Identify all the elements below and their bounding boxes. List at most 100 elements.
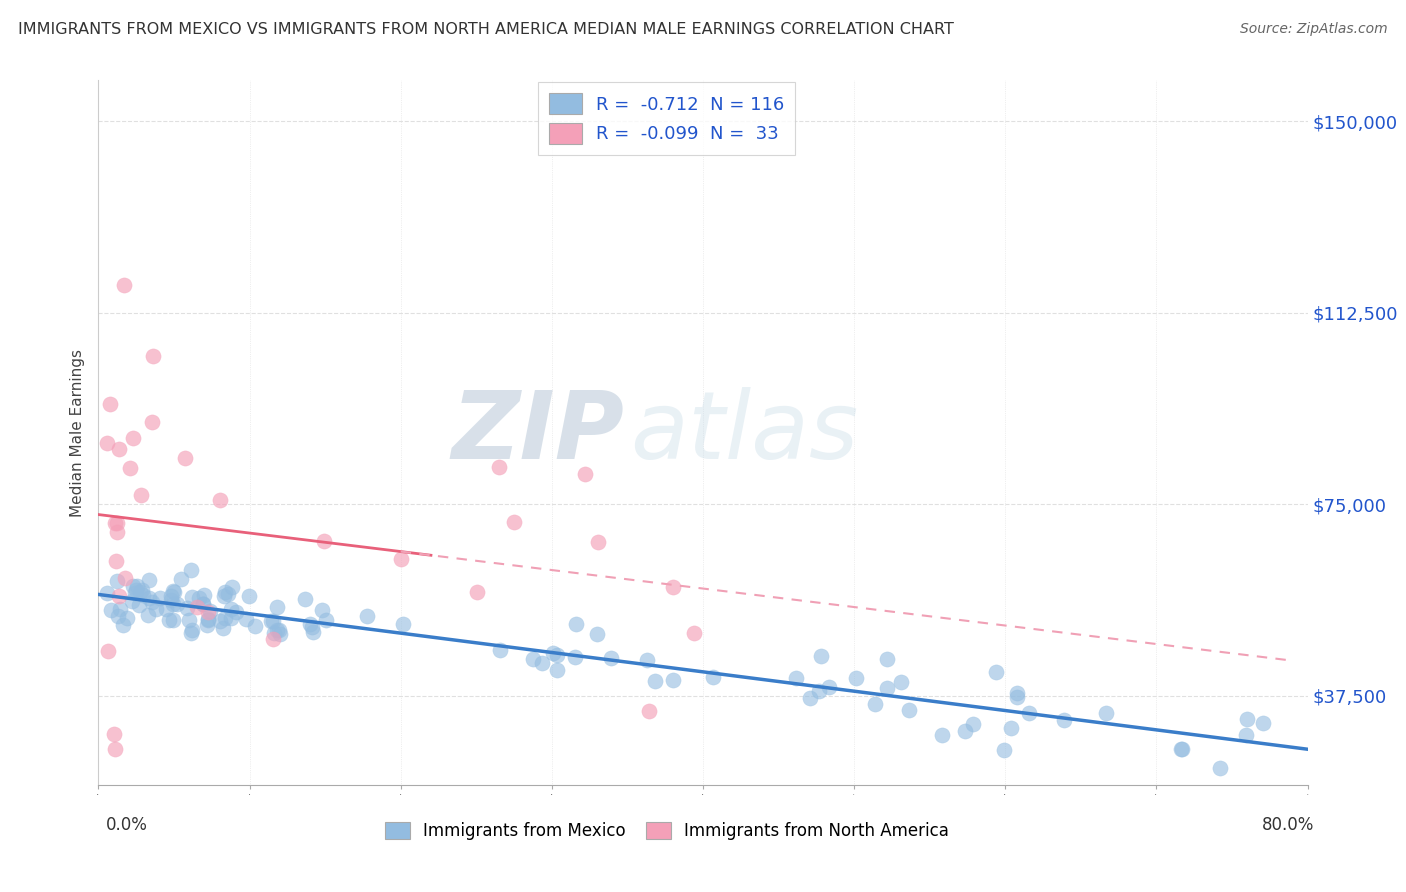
Point (105, 554, 128, 568)
Point (105, 574, 128, 588)
Point (1000, 721, 1022, 735)
Point (132, 588, 155, 602)
Point (155, 601, 177, 615)
Point (124, 586, 146, 600)
Point (301, 620, 323, 634)
Point (181, 590, 204, 604)
Point (131, 583, 153, 598)
Point (810, 648, 832, 663)
Point (1171, 741, 1194, 756)
Point (962, 717, 984, 731)
Point (166, 598, 188, 612)
Point (121, 579, 143, 593)
Point (160, 589, 183, 603)
Point (502, 515, 524, 529)
Point (142, 349, 165, 363)
Point (546, 648, 568, 662)
Point (149, 591, 172, 606)
Point (115, 610, 138, 624)
Point (180, 626, 202, 640)
Point (267, 623, 290, 637)
Point (235, 612, 257, 626)
Point (138, 591, 160, 606)
Text: atlas: atlas (630, 387, 859, 478)
Point (586, 627, 609, 641)
Point (243, 619, 266, 633)
Point (931, 728, 953, 742)
Point (898, 702, 921, 716)
Point (208, 614, 231, 628)
Point (682, 625, 704, 640)
Point (162, 614, 184, 628)
Point (125, 582, 148, 597)
Point (636, 653, 658, 667)
Point (100, 603, 122, 617)
Point (197, 606, 219, 620)
Point (197, 613, 219, 627)
Point (1208, 761, 1230, 775)
Point (112, 618, 135, 632)
Point (1005, 690, 1028, 704)
Point (389, 551, 412, 566)
Point (180, 564, 202, 578)
Point (105, 524, 128, 539)
Point (107, 590, 129, 604)
Point (138, 573, 160, 587)
Point (488, 459, 510, 474)
Point (890, 674, 912, 689)
Point (108, 602, 131, 616)
Point (125, 579, 148, 593)
Point (180, 623, 202, 637)
Point (187, 591, 209, 605)
Point (1007, 686, 1029, 700)
Point (600, 650, 623, 665)
Point (208, 492, 231, 507)
Point (98, 397, 121, 411)
Point (808, 683, 831, 698)
Point (546, 663, 568, 677)
Point (262, 632, 284, 646)
Point (260, 614, 283, 628)
Point (661, 580, 683, 594)
Point (177, 613, 200, 627)
Point (785, 672, 807, 686)
Point (1094, 706, 1116, 720)
Point (225, 605, 247, 619)
Point (661, 673, 683, 688)
Point (160, 593, 183, 607)
Point (221, 580, 243, 594)
Point (315, 613, 337, 627)
Y-axis label: Median Male Earnings: Median Male Earnings (70, 349, 86, 516)
Point (845, 671, 868, 685)
Text: Source: ZipAtlas.com: Source: ZipAtlas.com (1240, 22, 1388, 37)
Point (565, 616, 588, 631)
Point (299, 616, 322, 631)
Point (108, 442, 131, 456)
Point (644, 674, 666, 689)
Point (105, 516, 128, 530)
Point (263, 626, 285, 640)
Point (993, 743, 1015, 757)
Point (141, 416, 163, 430)
Point (238, 589, 260, 603)
Point (1018, 706, 1040, 720)
Point (162, 597, 184, 611)
Point (162, 584, 184, 599)
Point (104, 742, 127, 756)
Point (266, 599, 288, 614)
Text: 80.0%: 80.0% (1263, 816, 1315, 834)
Point (212, 621, 235, 635)
Point (191, 597, 214, 611)
Point (262, 614, 284, 628)
Point (96, 586, 118, 600)
Point (176, 600, 198, 615)
Point (112, 277, 135, 292)
Point (97, 644, 120, 658)
Point (638, 705, 661, 719)
Point (136, 607, 159, 622)
Legend: Immigrants from Mexico, Immigrants from North America: Immigrants from Mexico, Immigrants from … (378, 815, 956, 847)
Point (219, 611, 242, 625)
Point (522, 652, 544, 666)
Point (145, 602, 167, 616)
Point (391, 617, 413, 632)
